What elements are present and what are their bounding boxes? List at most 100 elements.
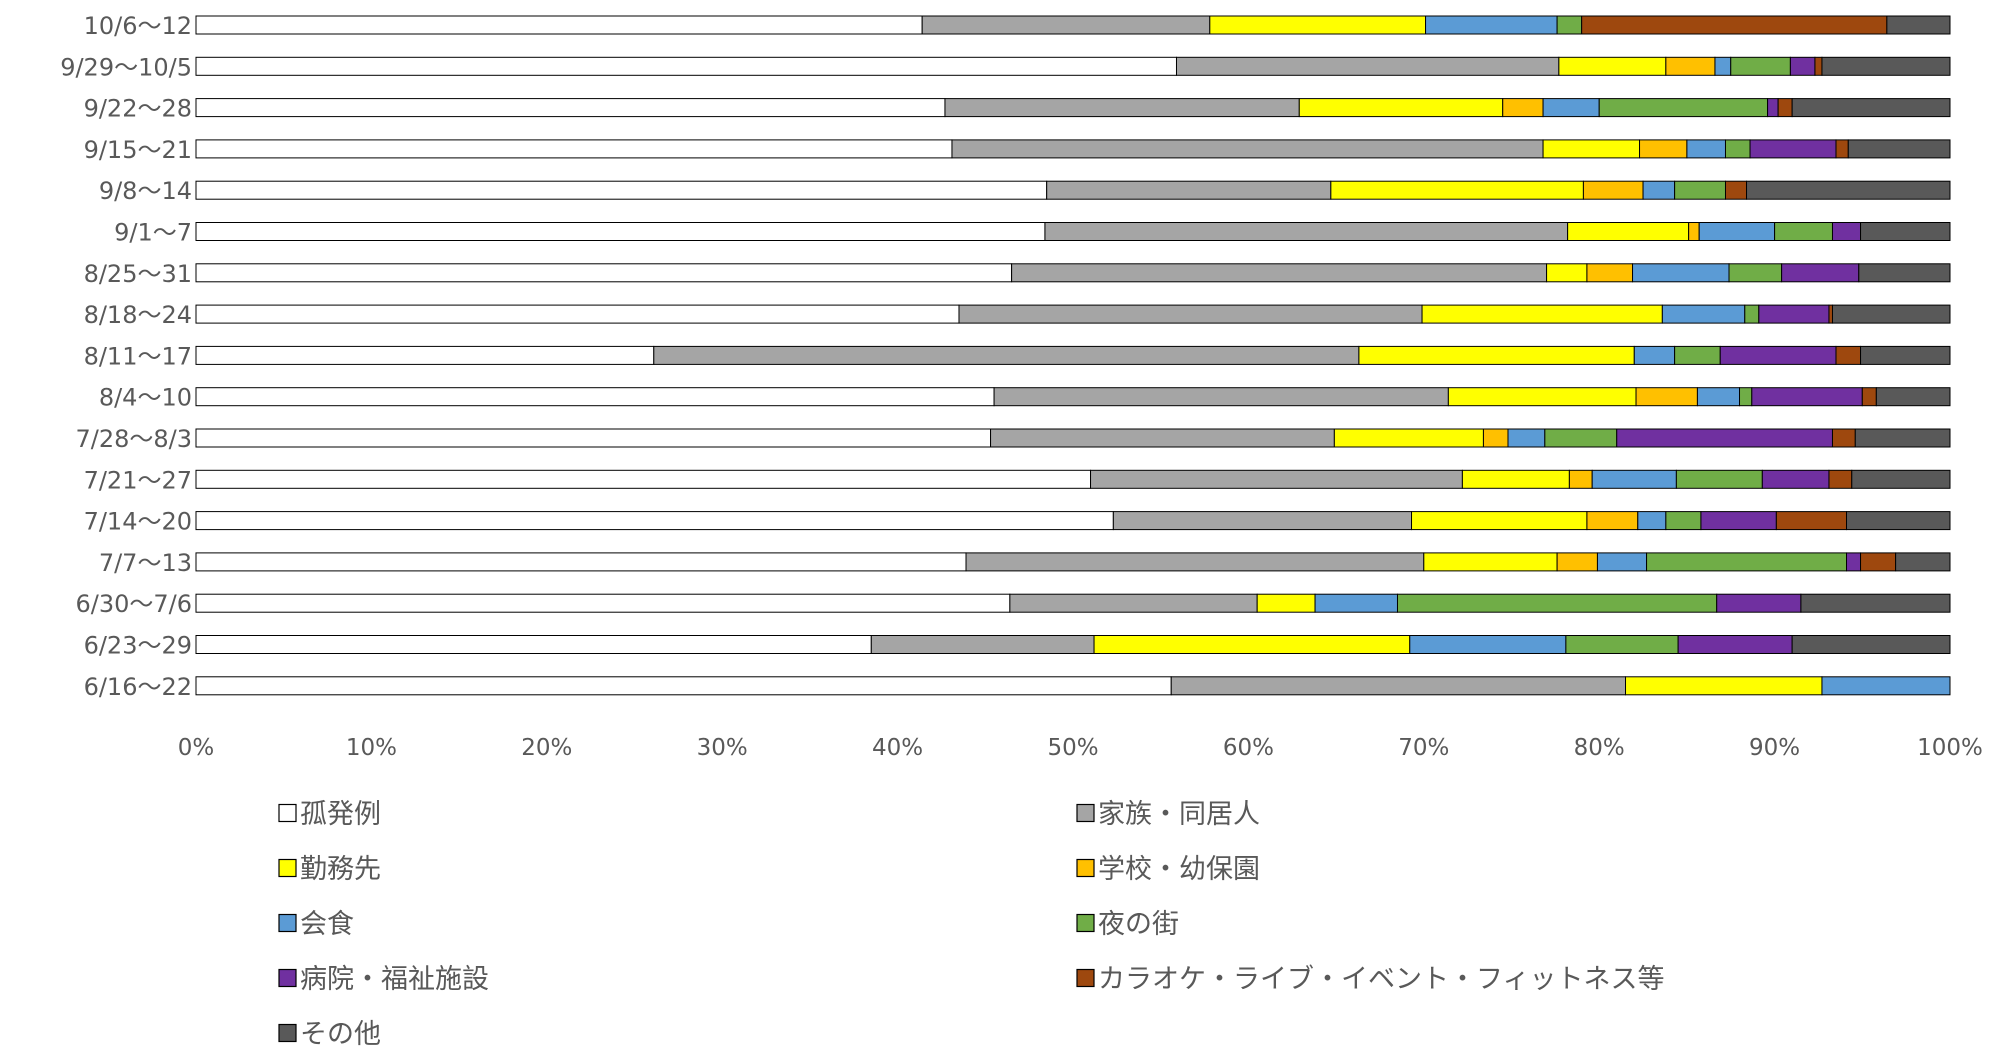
bar-segment <box>944 98 1300 118</box>
bar-segment <box>195 180 1048 200</box>
bar-segment <box>1009 593 1258 613</box>
x-tick-label: 40% <box>872 735 923 761</box>
bar-segment <box>1739 387 1753 407</box>
bar-segment <box>1828 469 1853 489</box>
bar-segment <box>653 345 1360 365</box>
bar-row <box>195 469 1951 489</box>
legend-item: 孤発例 <box>278 799 381 830</box>
bar-segment <box>1728 263 1783 283</box>
bar-segment <box>1482 428 1509 448</box>
bar-segment <box>1749 139 1837 159</box>
bar-segment <box>195 428 992 448</box>
bar-segment <box>195 593 1011 613</box>
bar-row <box>195 222 1951 241</box>
x-tick-label: 60% <box>1223 735 1274 761</box>
legend-label: 会食 <box>300 909 354 940</box>
bar-segment <box>1860 222 1951 241</box>
category-label: 7/14〜20 <box>84 508 192 536</box>
bar-segment <box>1633 345 1676 365</box>
bar-segment <box>1544 428 1618 448</box>
category-label: 8/25〜31 <box>84 260 192 288</box>
bar-segment <box>1298 98 1504 118</box>
bar-segment <box>1674 180 1726 200</box>
bar-segment <box>195 222 1046 241</box>
legend-label: 病院・福祉施設 <box>300 964 489 995</box>
x-tick-label: 50% <box>1047 735 1098 761</box>
bar-segment <box>1447 387 1637 407</box>
bar-segment <box>1639 139 1688 159</box>
bar-segment <box>1674 345 1721 365</box>
bar-segment <box>1686 139 1726 159</box>
bar-segment <box>1542 139 1641 159</box>
bar-segment <box>1716 593 1802 613</box>
bar-row <box>195 263 1951 283</box>
bar-row <box>195 552 1951 572</box>
bar-segment <box>1596 552 1648 572</box>
bar-segment <box>1542 98 1600 118</box>
bar-segment <box>1565 635 1679 654</box>
bar-segment <box>1330 180 1584 200</box>
category-label: 9/22〜28 <box>84 95 192 123</box>
legend-label: 孤発例 <box>300 799 381 830</box>
bar-segment <box>1800 593 1951 613</box>
bar-segment <box>1642 180 1676 200</box>
bar-segment <box>195 56 1177 76</box>
category-label: 8/18〜24 <box>84 301 192 329</box>
legend-swatch <box>278 858 297 878</box>
legend-swatch <box>1076 803 1095 823</box>
legend-swatch <box>278 913 297 933</box>
bar-segment <box>1814 56 1823 76</box>
bar-segment <box>1256 593 1316 613</box>
legend-item: 病院・福祉施設 <box>278 964 489 995</box>
bar-segment <box>1502 98 1544 118</box>
bar-segment <box>1675 469 1763 489</box>
bar-segment <box>1581 15 1888 35</box>
bar-segment <box>951 139 1544 159</box>
bar-segment <box>1423 552 1558 572</box>
bar-segment <box>1396 593 1718 613</box>
bar-segment <box>1358 345 1635 365</box>
bar-segment <box>1821 56 1951 76</box>
bar-segment <box>195 676 1172 696</box>
bar-segment <box>1411 511 1588 531</box>
bar-segment <box>1011 263 1548 283</box>
bar-segment <box>1781 263 1860 283</box>
bar-segment <box>1831 304 1951 324</box>
legend-item: 勤務先 <box>278 854 381 885</box>
bar-row <box>195 56 1951 76</box>
legend-swatch <box>278 803 297 823</box>
bar-segment <box>1854 428 1951 448</box>
bar-segment <box>1314 593 1398 613</box>
category-label: 9/29〜10/5 <box>60 53 192 81</box>
legend-label: 家族・同居人 <box>1098 799 1260 830</box>
bar-segment <box>1744 304 1760 324</box>
legend-item: 会食 <box>278 909 354 940</box>
bar-row <box>195 511 1951 531</box>
bar-segment <box>1568 469 1593 489</box>
bar-segment <box>1112 511 1413 531</box>
bar-segment <box>1421 304 1663 324</box>
bar-row <box>195 139 1951 159</box>
category-label: 9/15〜21 <box>84 136 192 164</box>
bar-segment <box>1635 387 1698 407</box>
bar-segment <box>195 98 946 118</box>
bar-segment <box>1767 98 1779 118</box>
category-label: 6/16〜22 <box>84 673 192 701</box>
legend-label: その他 <box>300 1019 381 1049</box>
bar-segment <box>1831 428 1856 448</box>
bar-segment <box>1875 387 1951 407</box>
bar-segment <box>1046 180 1332 200</box>
bar-segment <box>1846 511 1951 531</box>
bar-segment <box>1696 387 1741 407</box>
bar-segment <box>1851 469 1951 489</box>
bar-segment <box>1791 635 1951 654</box>
bar-segment <box>1861 387 1877 407</box>
bar-segment <box>1567 222 1690 241</box>
legend-swatch <box>1076 913 1095 933</box>
bar-segment <box>990 428 1335 448</box>
bar-row <box>195 676 1951 696</box>
bar-segment <box>195 139 953 159</box>
bar-segment <box>195 511 1114 531</box>
